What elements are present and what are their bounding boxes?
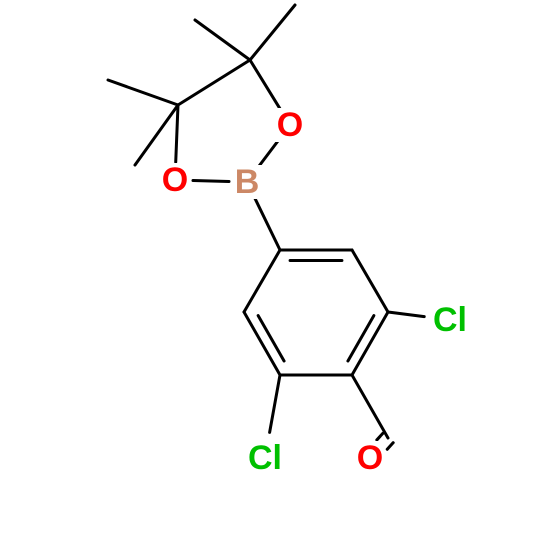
atoms-layer: BOOOClCl [160, 106, 472, 477]
atom-Cl2: Cl [248, 439, 282, 477]
atom-O3: O [357, 439, 383, 477]
atom-B: B [235, 163, 260, 201]
molecule-diagram: BOOOClCl [0, 0, 533, 533]
bonds-layer [108, 5, 424, 449]
atom-O1: O [277, 106, 303, 144]
atom-Cl1: Cl [433, 301, 467, 339]
atom-O2: O [162, 161, 188, 199]
